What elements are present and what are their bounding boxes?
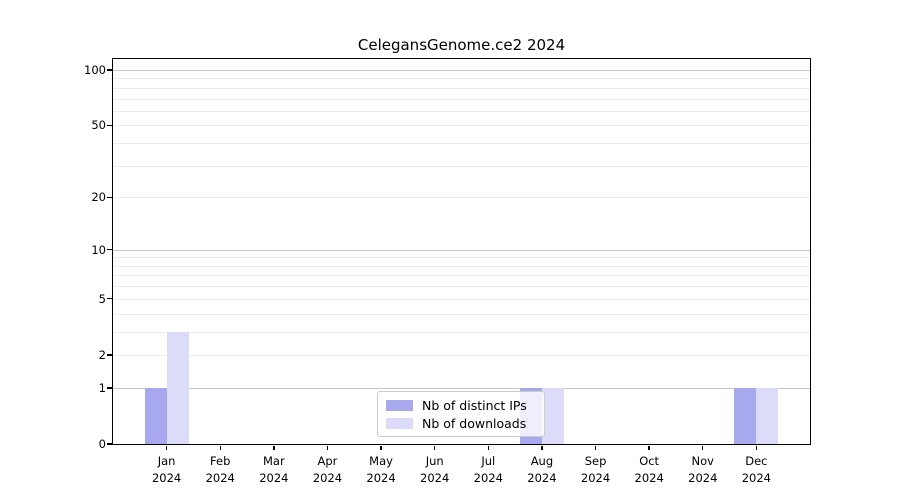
minor-gridline xyxy=(113,275,810,277)
y-tick-mark xyxy=(107,248,112,251)
minor-gridline xyxy=(113,197,810,199)
x-tick-label: Apr 2024 xyxy=(299,453,355,487)
x-tick-mark xyxy=(380,445,382,450)
x-tick-label: Mar 2024 xyxy=(246,453,302,487)
x-tick-mark xyxy=(702,445,704,450)
x-tick-mark xyxy=(487,445,489,450)
minor-gridline xyxy=(113,354,810,356)
minor-gridline xyxy=(113,165,810,167)
x-tick-year: 2024 xyxy=(366,471,396,485)
bar-downloads-jan xyxy=(166,331,189,444)
x-tick-month: Nov xyxy=(691,454,714,468)
x-tick-label: Feb 2024 xyxy=(192,453,248,487)
x-tick-year: 2024 xyxy=(580,471,611,485)
legend-label-downloads: Nb of downloads xyxy=(422,415,527,431)
x-tick-mark xyxy=(541,445,543,450)
x-tick-year: 2024 xyxy=(312,471,343,485)
y-tick-mark xyxy=(107,387,112,389)
legend-swatch-downloads-icon xyxy=(386,417,413,429)
major-gridline xyxy=(113,69,810,71)
x-tick-label: Nov 2024 xyxy=(675,453,731,487)
x-tick-year: 2024 xyxy=(527,471,557,485)
legend-entry-downloads: Nb of downloads xyxy=(386,415,536,431)
x-tick-month: Dec xyxy=(745,454,768,468)
major-gridline xyxy=(113,249,810,251)
x-tick-month: Sep xyxy=(584,454,607,468)
x-tick-mark xyxy=(594,445,597,450)
chart-title: CelegansGenome.ce2 2024 xyxy=(357,36,566,54)
x-tick-year: 2024 xyxy=(151,471,182,485)
x-tick-label: Jan 2024 xyxy=(139,453,195,487)
bar-distinct-ips-jan xyxy=(144,387,167,444)
minor-gridline xyxy=(113,265,810,267)
x-tick-month: Jun xyxy=(425,454,444,468)
x-tick-year: 2024 xyxy=(473,471,503,485)
x-tick-month: Mar xyxy=(262,454,285,468)
y-tick-label: 1 xyxy=(98,380,106,395)
x-tick-month: Jan xyxy=(157,454,176,468)
x-tick-mark xyxy=(433,445,436,450)
plot-area xyxy=(113,59,810,444)
y-tick-mark xyxy=(107,298,112,300)
x-tick-month: Oct xyxy=(639,454,660,468)
x-tick-label: Jun 2024 xyxy=(407,453,463,487)
x-tick-year: 2024 xyxy=(634,471,664,485)
x-tick-label: Jul 2024 xyxy=(460,453,516,487)
y-tick-label: 2 xyxy=(98,347,106,362)
minor-gridline xyxy=(113,98,810,100)
x-tick-mark xyxy=(273,445,275,450)
x-tick-year: 2024 xyxy=(420,471,450,485)
x-tick-label: Oct 2024 xyxy=(621,453,677,487)
y-tick-label: 5 xyxy=(98,291,106,306)
minor-gridline xyxy=(113,286,810,288)
x-tick-mark xyxy=(326,445,329,450)
x-tick-mark xyxy=(648,445,650,450)
minor-gridline xyxy=(113,110,810,112)
x-tick-year: 2024 xyxy=(741,471,772,485)
major-gridline xyxy=(113,387,810,389)
legend-swatch-distinct-ips-icon xyxy=(386,399,413,411)
x-tick-month: Feb xyxy=(210,454,231,468)
x-tick-month: May xyxy=(369,454,393,468)
legend: Nb of distinct IPs Nb of downloads xyxy=(377,391,545,437)
x-tick-label: Sep 2024 xyxy=(568,453,624,487)
minor-gridline xyxy=(113,313,810,315)
bar-distinct-ips-dec xyxy=(734,387,757,444)
bar-downloads-dec xyxy=(756,387,779,444)
legend-label-distinct-ips: Nb of distinct IPs xyxy=(422,397,527,413)
x-tick-mark xyxy=(219,445,221,450)
minor-gridline xyxy=(113,125,810,127)
x-tick-month: Aug xyxy=(530,454,554,468)
legend-entry-distinct-ips: Nb of distinct IPs xyxy=(386,397,536,413)
y-tick-mark xyxy=(107,354,112,356)
minor-gridline xyxy=(113,257,810,259)
y-tick-label: 20 xyxy=(91,190,106,205)
x-tick-year: 2024 xyxy=(259,471,289,485)
bar-downloads-aug xyxy=(541,387,564,444)
y-tick-label: 0 xyxy=(98,437,106,451)
x-tick-mark xyxy=(165,445,168,450)
minor-gridline xyxy=(113,331,810,333)
x-tick-year: 2024 xyxy=(205,471,235,485)
x-tick-label: Dec 2024 xyxy=(728,453,784,487)
y-tick-mark xyxy=(107,69,112,71)
y-tick-label: 100 xyxy=(84,62,106,77)
x-tick-month: Jul xyxy=(481,454,496,468)
minor-gridline xyxy=(113,298,810,300)
y-tick-label: 50 xyxy=(91,118,106,133)
x-tick-label: Aug 2024 xyxy=(514,453,570,487)
x-tick-month: Apr xyxy=(317,454,338,468)
x-tick-mark xyxy=(755,445,758,450)
minor-gridline xyxy=(113,78,810,80)
y-tick-mark xyxy=(107,443,112,445)
x-tick-label: May 2024 xyxy=(353,453,409,487)
minor-gridline xyxy=(113,87,810,89)
minor-gridline xyxy=(113,143,810,145)
y-tick-mark xyxy=(107,124,112,127)
x-tick-year: 2024 xyxy=(688,471,718,485)
y-tick-mark xyxy=(107,196,112,198)
y-tick-label: 10 xyxy=(91,242,106,257)
